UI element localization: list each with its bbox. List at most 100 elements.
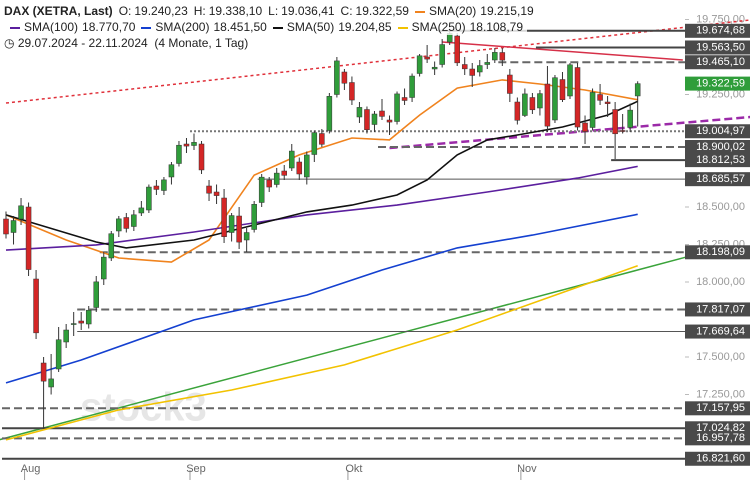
candle-body (431, 66, 438, 70)
ohlc-key: O: (118, 4, 132, 18)
trendline (5, 19, 750, 104)
legend-value: 18.451,50 (213, 20, 267, 34)
header-row: SMA(100) 18.770,70 SMA(200) 18.451,50 SMA(50… (4, 19, 527, 35)
candle-body (191, 142, 197, 146)
candle-body (364, 109, 370, 130)
legend-swatch (141, 26, 152, 29)
ohlc-value: 19.036,41 (281, 4, 335, 18)
candle-body (544, 83, 551, 127)
candle-body (70, 323, 77, 325)
ohlc-value: 19.240,23 (134, 4, 188, 18)
y-tick-label: 19.750,00 (696, 13, 745, 25)
candle-body (386, 119, 393, 123)
legend-name: SMA(250) (411, 20, 466, 34)
candle-body (522, 93, 528, 116)
level-label: 19.563,50 (696, 41, 745, 53)
candle-body (619, 130, 626, 132)
candle-body (116, 218, 122, 232)
period-note: (4 Monate, 1 Tag) (154, 36, 249, 50)
level-label: 18.812,53 (696, 154, 745, 166)
sma-line (5, 213, 638, 384)
candle-body (356, 107, 363, 118)
candle-body (161, 179, 167, 191)
candle-body (416, 55, 423, 74)
candle-body (146, 186, 152, 211)
legend-name: SMA(100) (24, 20, 79, 34)
header: DAX (XETRA, Last) O: 19.240,23 H: 19.338,10 L… (4, 3, 538, 51)
candle-body (138, 207, 145, 214)
x-tick-label: Aug (21, 463, 41, 475)
candle-body (567, 64, 573, 97)
candle-body (559, 79, 566, 100)
legend-value: 19.215,19 (480, 4, 534, 18)
candle-body (236, 215, 242, 243)
candle-body (296, 161, 303, 175)
candle-body (183, 143, 190, 147)
ohlc-key: L: (268, 4, 279, 18)
candle-body (326, 96, 333, 131)
ohlc-key: C: (340, 4, 353, 18)
candle-body (469, 68, 475, 76)
candle-body (507, 74, 513, 94)
candle-body (454, 35, 460, 64)
legend-swatch (272, 26, 283, 29)
candle-body (258, 176, 265, 203)
candle-body (612, 109, 618, 135)
candle-body (63, 329, 69, 343)
level-label-box (685, 55, 750, 70)
legend-name: SMA(200) (155, 20, 210, 34)
level-label-box (685, 76, 750, 91)
level-label-box (685, 23, 750, 38)
level-label-box (685, 172, 750, 187)
candle-body (18, 205, 24, 220)
candle-body (634, 83, 641, 97)
ohlc-value: 19.322,59 (355, 4, 409, 18)
candle-body (514, 101, 521, 121)
level-label-box (685, 139, 750, 154)
candle-body (537, 93, 543, 109)
level-label: 18.198,09 (696, 246, 745, 258)
candle-body (289, 150, 295, 169)
candle-body (131, 214, 137, 227)
candle-body (379, 110, 385, 117)
candle-body (243, 232, 250, 241)
candle-body (349, 82, 355, 101)
candle-body (281, 170, 287, 176)
level-label-box (685, 302, 750, 317)
candle-body (198, 143, 205, 171)
candle-body (40, 362, 47, 382)
level-label-box (685, 401, 750, 416)
candle-body (582, 122, 588, 132)
candle-body (492, 52, 498, 61)
candle-body (101, 256, 107, 280)
legend-value: 18.770,70 (82, 20, 136, 34)
trendline (389, 115, 750, 150)
y-tick-label: 18.000,00 (696, 276, 745, 288)
candle-body (529, 97, 536, 111)
candle-body (401, 97, 408, 101)
level-label-box (685, 40, 750, 55)
candle-body (221, 197, 227, 237)
level-label-box (685, 153, 750, 168)
candle-body (409, 75, 415, 98)
level-label: 17.157,95 (696, 402, 745, 414)
candle-body (55, 339, 62, 370)
sma-line (5, 79, 638, 263)
trendline (0, 256, 685, 441)
candle-body (574, 67, 581, 128)
period: 29.07.2024 - 22.11.2024 (17, 36, 148, 50)
level-label-box (685, 124, 750, 139)
candle-body (123, 217, 130, 229)
candle-body (33, 278, 39, 334)
legend-name: SMA(50) (286, 20, 335, 34)
candle-body (341, 71, 348, 84)
x-tick-label: Nov (517, 463, 537, 475)
candle-body (627, 109, 633, 128)
legend-value: 19.204,85 (338, 20, 392, 34)
sma-line (5, 100, 639, 249)
candle-body (273, 172, 280, 185)
y-tick-label: 17.500,00 (696, 351, 745, 363)
sma-line (5, 264, 638, 441)
candle-body (85, 309, 92, 325)
